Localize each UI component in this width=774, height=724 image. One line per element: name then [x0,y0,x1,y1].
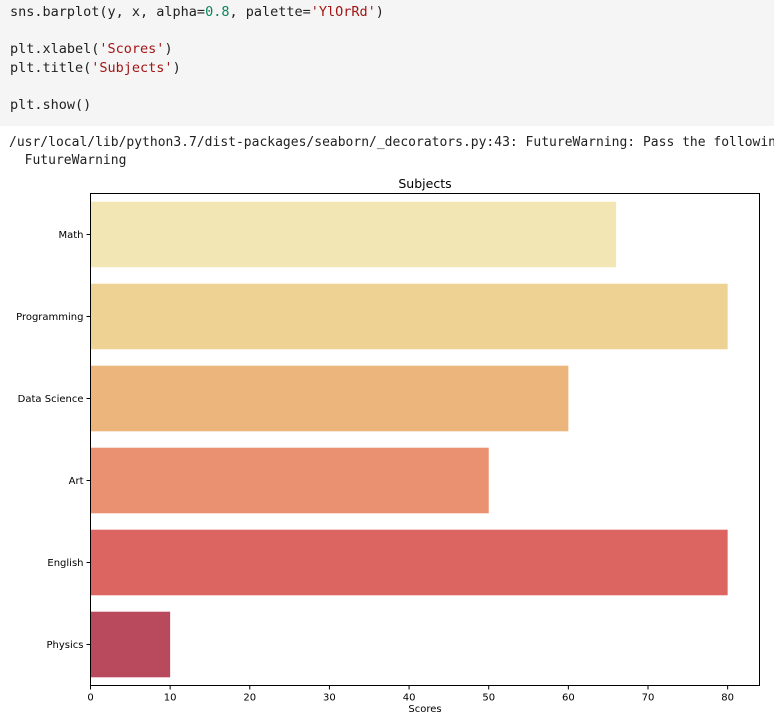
code-line-title: plt.title('Subjects') [10,60,181,76]
plot-frame [90,193,760,686]
x-tick-label: 40 [403,693,416,704]
bar-art [90,447,489,514]
chart-title: Subjects [398,176,451,191]
bar-physics [90,611,171,678]
x-tick-label: 30 [323,693,336,704]
y-tick-label: Physics [47,640,84,651]
code-line-show: plt.show() [10,97,92,113]
bar-english [90,529,728,596]
x-tick-label: 20 [243,693,256,704]
code-line-xlabel: plt.xlabel('Scores') [10,41,173,57]
warning-text: /usr/local/lib/python3.7/dist-packages/s… [9,135,774,150]
x-tick-label: 70 [642,693,655,704]
x-tick-label: 10 [164,693,177,704]
x-tick-label: 60 [562,693,575,704]
x-tick-label: 50 [482,693,495,704]
x-tick-label: 0 [87,693,93,704]
bar-math [90,201,617,268]
y-tick-label: Art [69,476,84,487]
x-axis-label: Scores [408,704,441,715]
y-tick-label: English [47,558,83,569]
code-line-barplot: sns.barplot(y, x, alpha=0.8, palette='Yl… [10,4,384,20]
y-tick-label: Data Science [18,394,84,405]
bar-chart: Subjects Math Programming Data Science Art E… [16,176,760,715]
warning-text-continued: FutureWarning [9,153,127,168]
bar-programming [90,283,728,350]
y-tick-label: Math [58,230,83,241]
code-cell[interactable]: sns.barplot(y, x, alpha=0.8, palette='Yl… [0,0,774,126]
y-tick-label: Programming [16,312,83,323]
x-tick-label: 80 [721,693,734,704]
bar-data-science [90,365,569,432]
